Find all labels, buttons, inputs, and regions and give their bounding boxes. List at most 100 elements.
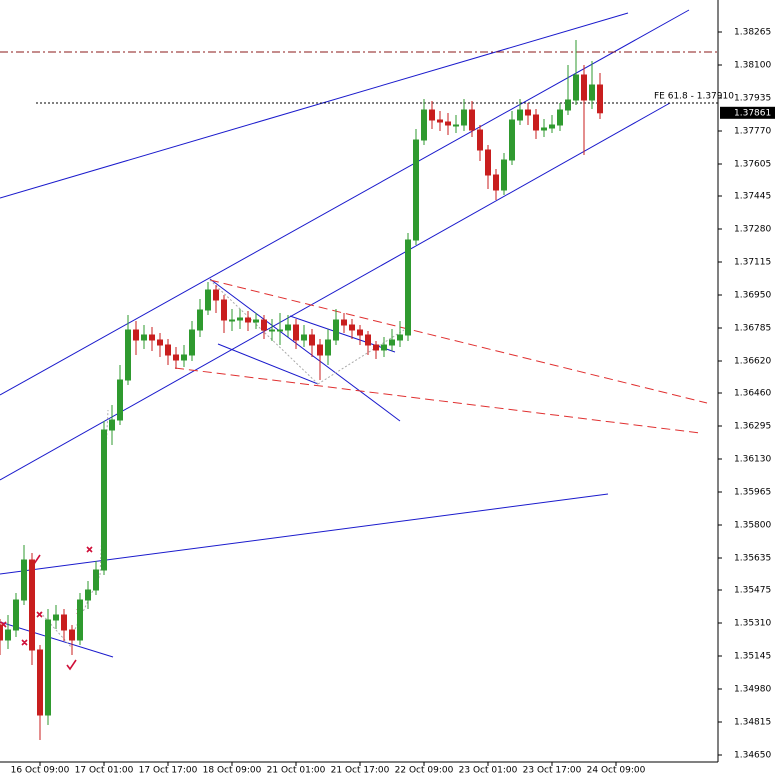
candle-body: [141, 334, 147, 341]
x-tick-label: 16 Oct 09:00: [11, 766, 70, 776]
candle-body: [301, 334, 307, 341]
candle-body: [253, 319, 259, 323]
candle-body: [93, 569, 99, 591]
y-tick-label: 1.37115: [734, 258, 771, 268]
candle-body: [5, 629, 11, 641]
x-tick-label: 24 Oct 09:00: [587, 766, 646, 776]
candle-body: [405, 239, 411, 336]
y-tick-label: 1.35800: [734, 521, 771, 531]
candle-body: [341, 319, 347, 326]
candle-body: [509, 119, 515, 161]
candle-body: [461, 109, 467, 126]
y-tick-label: 1.37280: [734, 225, 771, 235]
x-tick-label: 17 Oct 01:00: [75, 766, 134, 776]
candle-body: [117, 379, 123, 421]
candle-body: [541, 127, 547, 131]
y-tick-label: 1.34815: [734, 718, 771, 728]
y-tick-label: 1.37935: [734, 94, 771, 104]
candle-body: [437, 119, 443, 123]
candle-body: [213, 289, 219, 301]
candle-body: [493, 174, 499, 191]
candle-body: [597, 84, 603, 114]
candle-body: [85, 589, 91, 601]
price-label: 1.37861: [734, 108, 771, 118]
y-tick-label: 1.34650: [734, 751, 771, 761]
candle-body: [237, 317, 243, 321]
x-tick-label: 22 Oct 09:00: [395, 766, 454, 776]
candle-body: [229, 319, 235, 322]
candle-body: [261, 319, 267, 331]
candle-body: [589, 84, 595, 101]
y-tick-label: 1.35475: [734, 586, 771, 596]
candle-body: [125, 329, 131, 381]
y-tick-label: 1.38265: [734, 28, 771, 38]
candle-body: [221, 299, 227, 321]
candle-body: [469, 109, 475, 131]
candle-body: [53, 614, 59, 621]
candle-body: [549, 124, 555, 129]
candle-body: [101, 429, 107, 571]
candle-body: [317, 344, 323, 356]
trendline: [209, 278, 401, 422]
trendline: [217, 343, 319, 385]
y-tick-label: 1.35635: [734, 554, 771, 564]
x-tick-label: 23 Oct 17:00: [523, 766, 582, 776]
x-tick-label: 17 Oct 17:00: [139, 766, 198, 776]
candle-body: [29, 559, 35, 651]
candle-body: [157, 339, 163, 346]
y-tick-label: 1.35145: [734, 652, 771, 662]
x-tick-label: 23 Oct 01:00: [459, 766, 518, 776]
y-tick-label: 1.36295: [734, 422, 771, 432]
y-tick-label: 1.34980: [734, 685, 771, 695]
fe-label: FE 61.8 - 1.37910: [654, 92, 734, 102]
candle-body: [189, 329, 195, 356]
candle-body: [61, 614, 67, 631]
y-tick-label: 1.36620: [734, 357, 771, 367]
candle-body: [533, 114, 539, 131]
candle-body: [149, 334, 155, 341]
candle-body: [0, 624, 3, 641]
y-tick-label: 1.35965: [734, 488, 771, 498]
candle-body: [309, 334, 315, 346]
candle-body: [397, 334, 403, 341]
candle-body: [581, 74, 587, 101]
zigzag: [39, 279, 405, 649]
candle-body: [133, 329, 139, 341]
candle-body: [173, 354, 179, 361]
fan-line: [209, 279, 708, 404]
candle-body: [365, 334, 371, 346]
candle-body: [205, 289, 211, 311]
x-tick-label: 18 Oct 09:00: [203, 766, 262, 776]
candle-body: [517, 109, 523, 121]
candle-body: [349, 324, 355, 331]
candle-body: [109, 419, 115, 431]
candle-body: [69, 629, 75, 641]
candle-body: [389, 339, 395, 346]
y-tick-label: 1.38100: [734, 61, 771, 71]
candle-body: [413, 139, 419, 241]
candle-body: [325, 339, 331, 356]
candle-body: [445, 121, 451, 126]
y-tick-label: 1.36785: [734, 324, 771, 334]
price-marker: [720, 106, 775, 119]
y-tick-label: 1.36460: [734, 389, 771, 399]
candle-body: [285, 324, 291, 331]
candle-body: [573, 74, 579, 101]
candle-body: [13, 599, 19, 631]
candle-body: [373, 344, 379, 351]
y-tick-label: 1.36130: [734, 455, 771, 465]
candle-body: [77, 599, 83, 641]
candle-body: [277, 329, 283, 332]
candle-body: [181, 354, 187, 361]
candle-body: [37, 649, 43, 716]
candle-body: [477, 129, 483, 151]
candle-body: [245, 317, 251, 323]
y-tick-label: 1.37605: [734, 160, 771, 170]
candle-body: [357, 329, 363, 336]
x-tick-label: 21 Oct 17:00: [331, 766, 390, 776]
candle-body: [501, 159, 507, 191]
candle-body: [165, 344, 171, 356]
candle-body: [333, 319, 339, 341]
x-tick-label: 21 Oct 01:00: [267, 766, 326, 776]
